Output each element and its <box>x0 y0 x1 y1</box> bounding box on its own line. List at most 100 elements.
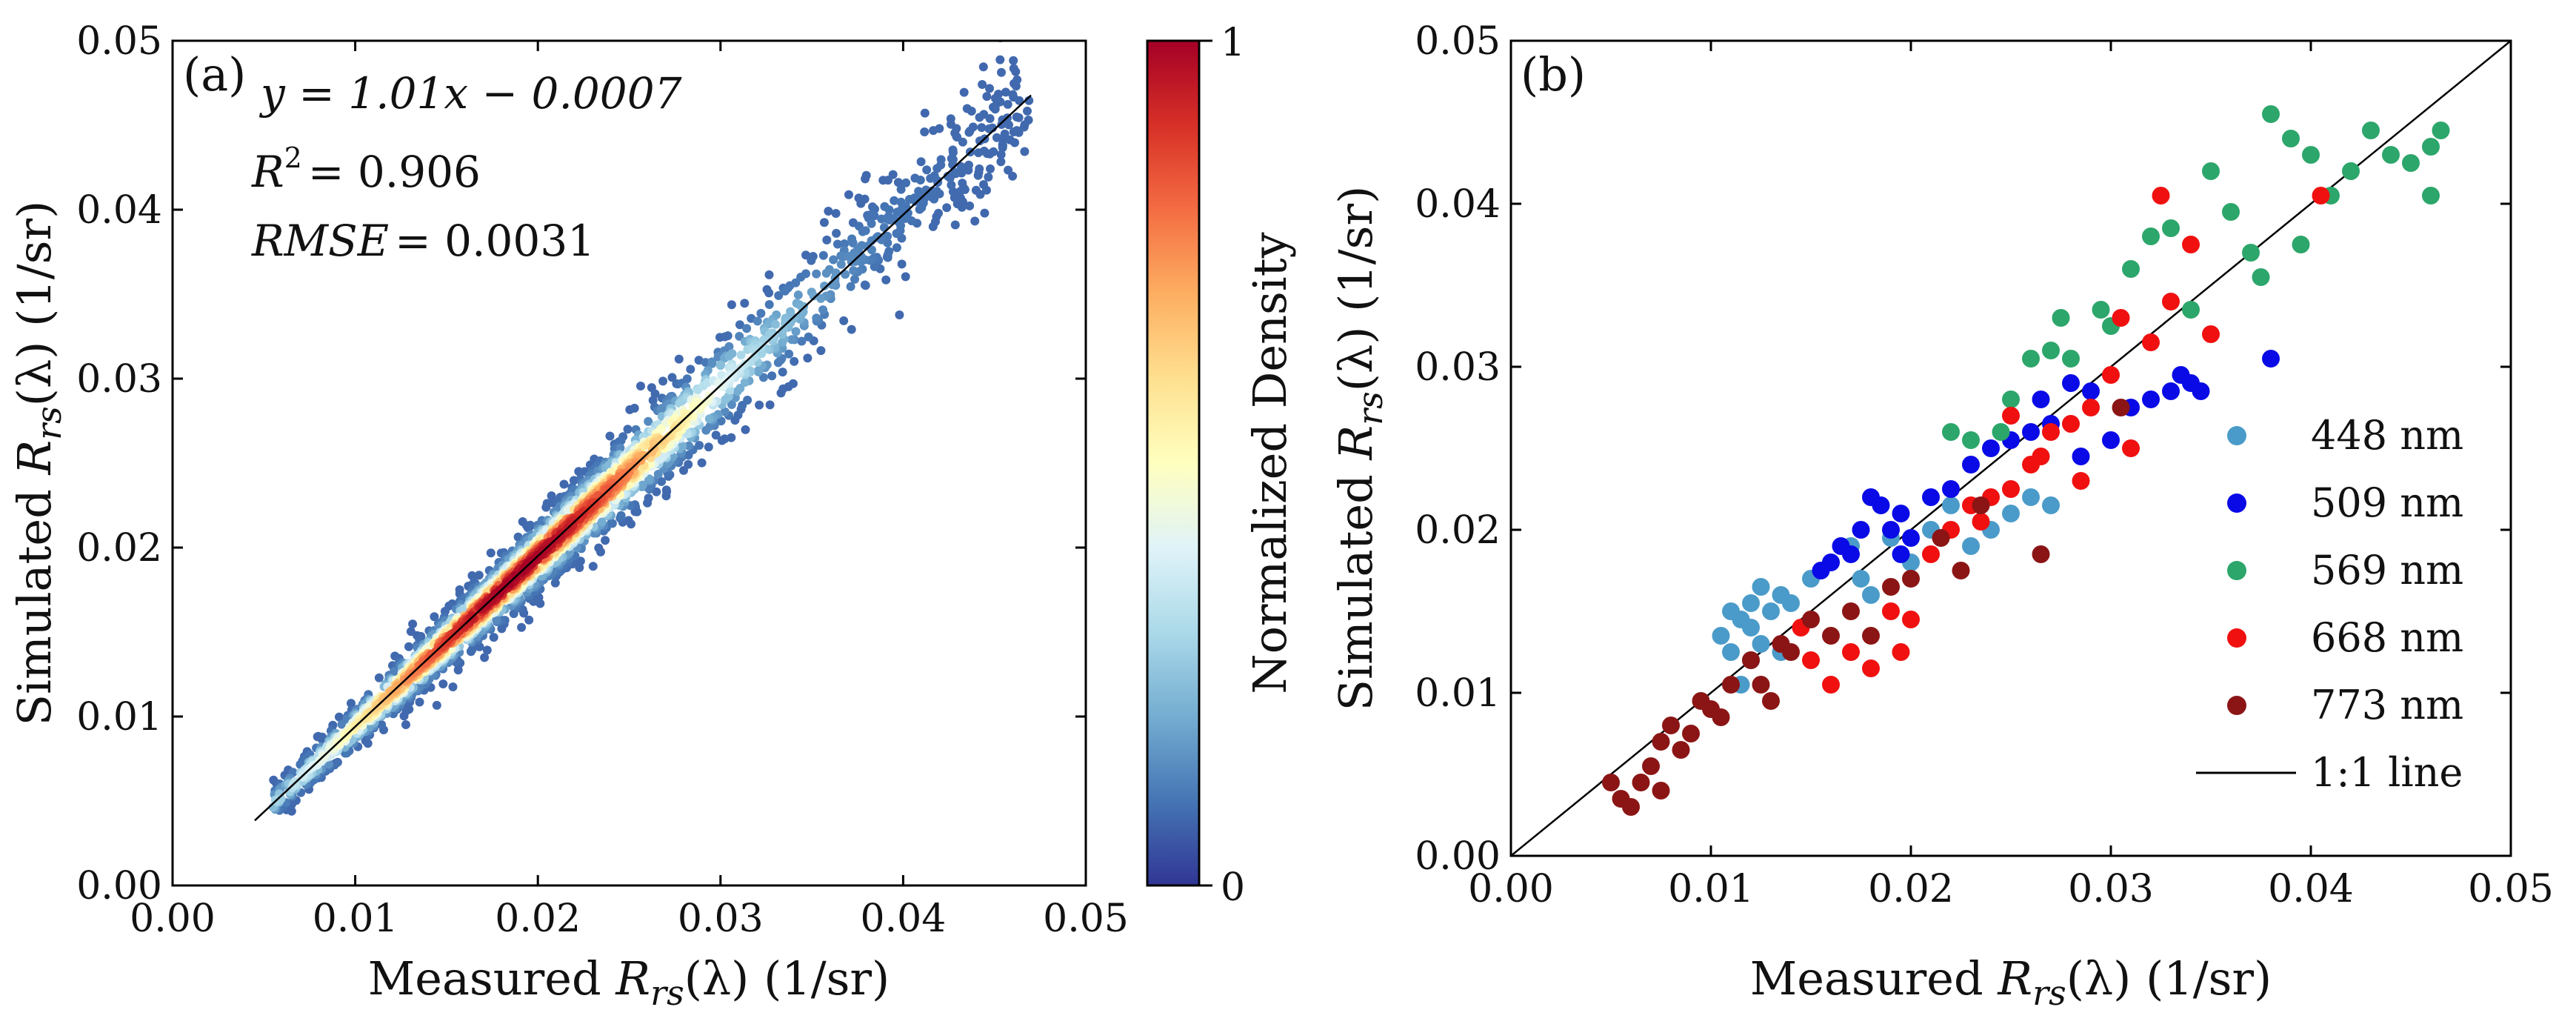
point-569-nm <box>2062 350 2080 368</box>
density-point <box>630 403 639 413</box>
density-point <box>847 325 856 334</box>
y-tick-label-b: 0.01 <box>1415 671 1501 716</box>
density-point <box>467 645 477 654</box>
density-point <box>956 162 966 171</box>
density-point <box>816 293 826 303</box>
legend-label-509-nm: 509 nm <box>2311 479 2463 526</box>
point-773-nm <box>1822 627 1840 645</box>
density-point <box>977 123 987 133</box>
regression-line <box>254 94 1032 822</box>
density-point <box>932 176 942 185</box>
point-773-nm <box>2112 399 2130 416</box>
r2-symbol: R <box>251 147 284 197</box>
density-point <box>812 313 821 323</box>
density-point <box>905 195 914 204</box>
density-point <box>839 316 849 325</box>
density-point <box>697 458 707 468</box>
density-point <box>997 120 1007 129</box>
panel-label-b: (b) <box>1521 47 1586 102</box>
point-773-nm <box>1672 741 1690 759</box>
density-point <box>486 548 495 558</box>
x-tick-label-a: 0.00 <box>130 897 216 941</box>
density-point <box>755 400 764 410</box>
density-point <box>884 247 894 256</box>
density-point <box>408 619 418 629</box>
density-point <box>890 196 899 205</box>
density-point <box>374 673 384 682</box>
y-tick-label-a: 0.01 <box>76 695 162 739</box>
density-point <box>901 178 911 187</box>
colorbar-max-label: 1 <box>1221 21 1245 65</box>
x-tick-label-a: 0.05 <box>1043 897 1129 941</box>
point-668-nm <box>1922 545 1940 563</box>
density-point <box>559 479 569 489</box>
x-label-subscript-b: rs <box>2032 973 2066 1013</box>
density-point <box>615 443 625 453</box>
point-773-nm <box>1742 651 1760 669</box>
panel-label-a: (a) <box>183 47 246 102</box>
density-point <box>995 55 1005 64</box>
band-scatter-points <box>1602 105 2450 816</box>
density-point <box>764 300 774 309</box>
density-point <box>836 259 846 269</box>
density-point <box>893 178 903 187</box>
density-point <box>934 208 943 218</box>
density-point <box>997 67 1006 77</box>
density-point <box>790 356 799 366</box>
density-point <box>975 164 984 173</box>
density-point <box>804 332 813 342</box>
point-668-nm <box>1862 659 1880 677</box>
density-point <box>438 679 448 688</box>
density-point <box>1004 165 1013 175</box>
rmse-value: = 0.0031 <box>395 216 595 266</box>
point-668-nm <box>1842 643 1860 661</box>
point-509-nm <box>1922 488 1940 506</box>
x-tick-label-b: 0.02 <box>1868 867 1954 911</box>
density-point <box>743 396 753 405</box>
panel-b: 0.00 0.01 0.02 0.03 0.04 0.05 0.000.010.020.0… <box>1329 19 2554 1013</box>
density-point <box>926 173 935 183</box>
density-point <box>704 414 714 424</box>
point-569-nm <box>2092 301 2110 319</box>
density-point <box>594 543 604 553</box>
density-point <box>958 137 967 147</box>
density-point <box>715 361 725 370</box>
density-point <box>401 720 410 729</box>
point-509-nm <box>1872 496 1890 514</box>
point-448-nm <box>1762 602 1780 620</box>
point-569-nm <box>2402 154 2420 172</box>
density-point <box>623 425 633 434</box>
point-509-nm <box>2032 390 2050 408</box>
point-668-nm <box>2142 333 2160 351</box>
density-point <box>1011 82 1021 91</box>
density-point <box>482 645 492 655</box>
density-point <box>846 282 855 291</box>
point-668-nm <box>2032 448 2050 465</box>
density-point <box>984 173 993 182</box>
density-point <box>652 487 661 496</box>
panel-a: 0.00 0.01 0.02 0.03 0.04 0.05 0.00 0.01 0.02 0.0… <box>7 19 1297 1013</box>
x-ticks-a: 0.00 0.01 0.02 0.03 0.04 0.05 <box>130 41 1129 941</box>
point-448-nm <box>1942 496 1960 514</box>
density-point <box>1020 120 1030 130</box>
density-point <box>684 441 694 451</box>
density-point <box>492 615 501 625</box>
legend-marker-569-nm <box>2227 561 2246 580</box>
density-point <box>947 180 956 190</box>
density-point <box>735 384 745 393</box>
point-569-nm <box>2302 146 2320 164</box>
point-569-nm <box>2252 268 2270 286</box>
density-point <box>922 165 932 175</box>
point-773-nm <box>1652 782 1670 800</box>
density-point <box>884 216 894 225</box>
density-point <box>996 157 1006 167</box>
density-point <box>797 336 807 346</box>
density-point <box>607 518 616 528</box>
density-point <box>735 331 744 341</box>
y-tick-label-a: 0.04 <box>76 188 162 233</box>
density-point <box>720 407 730 416</box>
point-773-nm <box>1642 757 1660 775</box>
y-tick-label-a: 0.02 <box>76 526 162 571</box>
point-668-nm <box>2152 187 2170 205</box>
